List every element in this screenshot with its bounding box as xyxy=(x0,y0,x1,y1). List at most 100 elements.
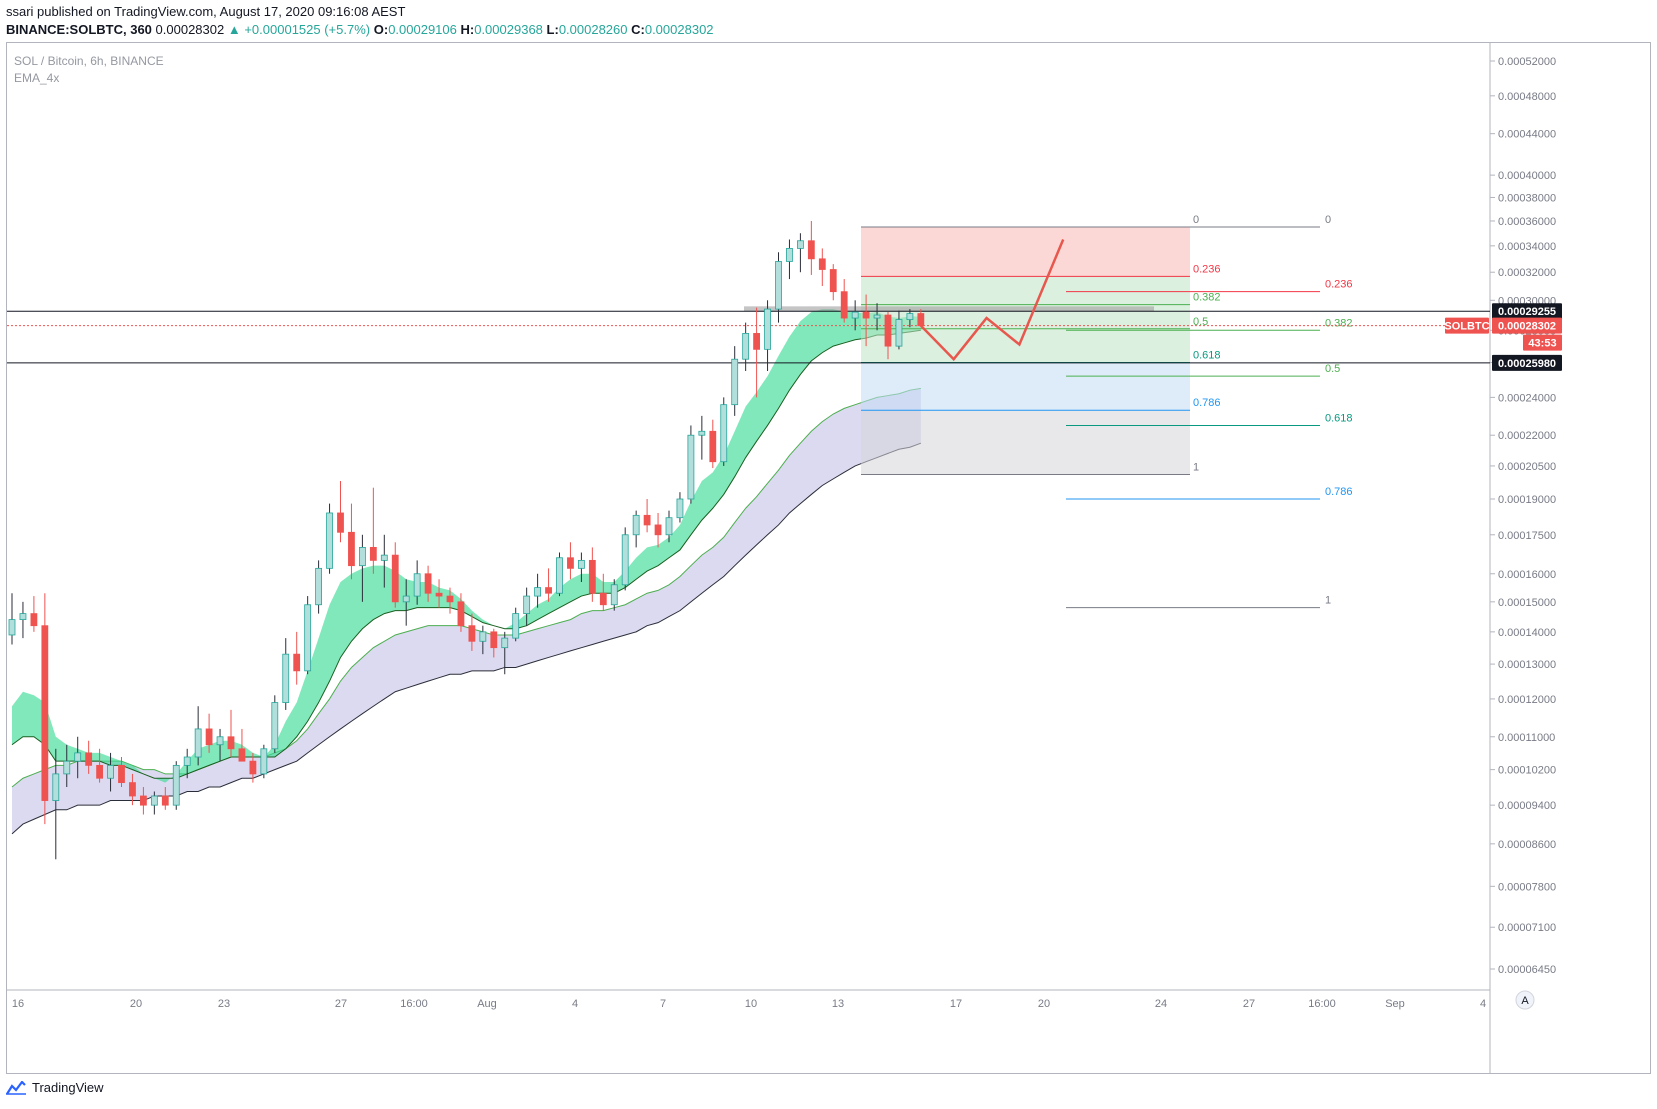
candle-body xyxy=(74,752,82,762)
candle-body xyxy=(720,404,728,463)
candle-body xyxy=(786,248,793,262)
candle-body xyxy=(139,795,147,806)
candle-body xyxy=(435,592,443,597)
candle-body xyxy=(523,595,531,614)
price-tick-label: 0.00009400 xyxy=(1498,800,1556,812)
time-tick-label: 20 xyxy=(1038,998,1050,1010)
time-tick-label: 16:00 xyxy=(400,998,428,1010)
candle-body xyxy=(413,573,421,597)
ema-slow-ribbon xyxy=(12,388,921,834)
fib-zone xyxy=(861,362,1190,411)
time-tick-label: 4 xyxy=(1480,998,1486,1010)
fib2-level-label: 0 xyxy=(1325,214,1331,226)
close-label: C: xyxy=(631,22,645,37)
candle-body xyxy=(260,748,268,775)
brand-name: TradingView xyxy=(32,1080,104,1095)
upper-line-price-tag-bg xyxy=(1492,303,1562,320)
price-tick-label: 0.00007800 xyxy=(1498,881,1556,893)
price-tick-label: 0.00007100 xyxy=(1498,922,1556,934)
candle-body xyxy=(479,631,487,642)
symbol-tag-text: SOLBTC xyxy=(1444,321,1489,333)
indicator-label: EMA_4x xyxy=(14,71,60,85)
candle-body xyxy=(129,782,136,797)
candle-body xyxy=(391,554,399,603)
time-tick-label: 10 xyxy=(745,998,757,1010)
time-tick-label: 16 xyxy=(12,998,24,1010)
price-tick-label: 0.00011000 xyxy=(1498,732,1555,744)
price-tick-label: 0.00036000 xyxy=(1498,216,1556,228)
candle-body xyxy=(632,514,640,536)
price-tick-label: 0.00016000 xyxy=(1498,569,1556,581)
candle-body xyxy=(884,314,892,347)
candle-body xyxy=(216,736,224,746)
candle-body xyxy=(315,567,323,606)
last-price: 0.00028302 xyxy=(155,22,225,37)
fib-level-label: 0.5 xyxy=(1193,316,1208,328)
symbol-ohlc-bar: BINANCE:SOLBTC, 360 0.00028302 ▲ +0.0000… xyxy=(6,22,714,37)
open-label: O: xyxy=(373,22,389,37)
candle-body xyxy=(183,756,191,766)
auto-scale-circle xyxy=(1515,990,1535,1010)
fib2-level-label: 0.5 xyxy=(1325,363,1340,375)
candle-body xyxy=(545,587,552,594)
time-tick-label: 16:00 xyxy=(1308,998,1336,1010)
candle-body xyxy=(599,592,607,606)
candle-body xyxy=(818,258,826,270)
fib2-level-label: 0.382 xyxy=(1325,317,1353,329)
candle-body xyxy=(621,534,629,586)
price-tick-label: 0.00008600 xyxy=(1498,839,1556,851)
fib2-level-label: 0.618 xyxy=(1325,412,1353,424)
auto-scale-label: A xyxy=(1521,995,1529,1007)
countdown-tag-text: 43:53 xyxy=(1528,338,1556,350)
fib-zone xyxy=(861,328,1190,363)
countdown-tag: 43:53 xyxy=(1523,334,1562,351)
publisher-line: ssari published on TradingView.com, Augu… xyxy=(6,4,406,19)
candle-body xyxy=(118,764,125,784)
price-tick-label: 0.00015000 xyxy=(1498,597,1556,609)
time-tick-label: 24 xyxy=(1155,998,1167,1010)
chart-frame[interactable] xyxy=(6,42,1651,1074)
candle-body xyxy=(468,625,476,642)
fib-level-label: 0.236 xyxy=(1193,263,1221,275)
candle-body xyxy=(851,311,859,319)
price-tick-label: 0.00038000 xyxy=(1498,192,1556,204)
symbol-tag: SOLBTC xyxy=(1444,317,1490,334)
candle-body xyxy=(873,314,881,319)
candle-body xyxy=(161,795,169,806)
price-tick-label: 0.00010200 xyxy=(1498,765,1556,777)
candle-body xyxy=(348,531,355,567)
candle-body xyxy=(19,613,27,620)
candle-body xyxy=(227,736,235,750)
auto-scale-button[interactable]: A xyxy=(1515,990,1535,1010)
candle-body xyxy=(698,430,706,436)
fib-level-label: 1 xyxy=(1193,462,1199,474)
price-tick-label: 0.00022000 xyxy=(1498,430,1556,442)
candle-body xyxy=(610,584,618,606)
candle-body xyxy=(326,512,333,569)
candle-body xyxy=(775,261,782,310)
candle-body xyxy=(654,524,662,536)
candle-body xyxy=(85,752,93,766)
resistance-band xyxy=(744,306,1154,312)
candle-body xyxy=(402,595,410,603)
time-tick-label: Aug xyxy=(477,998,497,1010)
fib-level-label: 0 xyxy=(1193,214,1199,226)
countdown-tag-bg xyxy=(1523,334,1562,351)
price-tick-label: 0.00048000 xyxy=(1498,91,1556,103)
candle-body xyxy=(194,728,202,758)
candle-body xyxy=(30,613,38,627)
chart-legend: SOL / Bitcoin, 6h, BINANCE EMA_4x xyxy=(14,53,164,87)
time-tick-label: 13 xyxy=(832,998,844,1010)
candle-body xyxy=(52,773,60,801)
lower-line-price-tag-text: 0.00025980 xyxy=(1498,358,1556,370)
candle-body xyxy=(369,546,377,561)
fib-level-label: 0.382 xyxy=(1193,292,1221,304)
candle-body xyxy=(676,498,684,519)
fib-zone xyxy=(861,410,1190,475)
candle-body xyxy=(807,240,815,260)
candle-body xyxy=(862,311,870,319)
footer-brand[interactable]: TradingView xyxy=(6,1079,104,1095)
price-tick-label: 0.00040000 xyxy=(1498,170,1556,182)
ema-fast-line xyxy=(11,329,921,779)
